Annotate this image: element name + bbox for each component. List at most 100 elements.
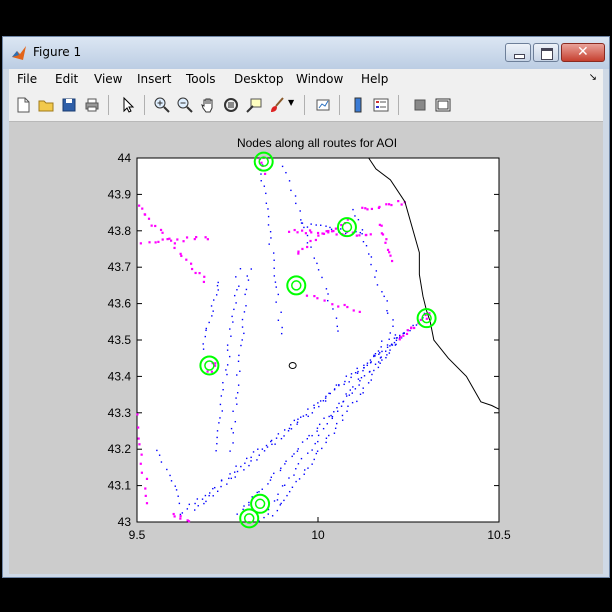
scatter-point xyxy=(325,437,328,439)
data-cursor-icon[interactable] xyxy=(245,96,263,114)
title-bar[interactable]: Figure 1 ✕ xyxy=(3,37,609,69)
menu-view[interactable]: View xyxy=(94,72,123,86)
highlight-circle-inner xyxy=(254,498,266,510)
colorbar-icon[interactable] xyxy=(349,96,367,114)
scatter-point xyxy=(279,469,282,472)
scatter-point xyxy=(273,259,275,261)
show-plot-tools-icon[interactable] xyxy=(434,96,452,114)
scatter-point xyxy=(233,471,236,473)
menu-window[interactable]: Window xyxy=(296,72,344,86)
rotate-3d-icon[interactable] xyxy=(222,96,240,114)
scatter-point xyxy=(212,487,214,490)
scatter-point xyxy=(301,222,304,224)
print-icon[interactable] xyxy=(83,96,101,114)
scatter-point xyxy=(269,231,272,233)
new-file-icon[interactable] xyxy=(14,96,32,114)
pointer-icon[interactable] xyxy=(119,96,137,114)
scatter-point xyxy=(267,215,270,218)
scatter-point xyxy=(275,286,277,288)
scatter-point xyxy=(368,371,371,373)
scatter-point xyxy=(293,419,296,422)
scatter-point xyxy=(257,448,259,450)
link-plot-icon[interactable] xyxy=(314,96,332,114)
scatter-point xyxy=(306,242,309,244)
matlab-icon xyxy=(12,46,26,60)
scatter-point xyxy=(302,415,305,417)
scatter-point xyxy=(214,486,216,489)
maximize-button[interactable] xyxy=(533,43,559,62)
scatter-point xyxy=(356,372,359,374)
brush-icon[interactable] xyxy=(268,96,286,114)
scatter-point xyxy=(258,520,260,522)
scatter-point xyxy=(234,476,236,478)
highlight-circle xyxy=(250,493,271,514)
scatter-plot[interactable]: Nodes along all routes for AOI 43 43.1 43.… xyxy=(9,122,603,574)
menu-tools[interactable]: Tools xyxy=(186,72,216,86)
scatter-point xyxy=(340,223,343,227)
scatter-point xyxy=(361,229,364,231)
scatter-point xyxy=(350,373,353,375)
scatter-point xyxy=(345,375,348,377)
save-icon[interactable] xyxy=(60,96,78,114)
scatter-point xyxy=(173,515,176,518)
legend-icon[interactable] xyxy=(372,96,390,114)
menu-insert[interactable]: Insert xyxy=(137,72,172,86)
scatter-point xyxy=(333,411,335,413)
hide-plot-tools-icon[interactable] xyxy=(411,96,429,114)
scatter-point xyxy=(345,232,347,235)
scatter-point xyxy=(381,350,383,353)
scatter-point xyxy=(241,318,244,321)
scatter-point xyxy=(190,267,194,271)
menu-desktop[interactable]: Desktop xyxy=(234,72,284,86)
scatter-point xyxy=(388,251,391,254)
menu-edit[interactable]: Edit xyxy=(55,72,79,86)
highlight-circle xyxy=(253,151,274,172)
scatter-point xyxy=(216,442,218,445)
scatter-point xyxy=(296,450,299,452)
scatter-point xyxy=(215,450,217,452)
scatter-point xyxy=(279,504,281,506)
y-tick-label: 43.7 xyxy=(108,260,132,274)
scatter-point xyxy=(230,477,232,480)
scatter-point xyxy=(177,495,179,497)
scatter-point xyxy=(225,369,227,371)
scatter-point xyxy=(138,204,141,207)
scatter-point xyxy=(370,361,372,363)
dock-arrow-icon[interactable]: ↘ xyxy=(588,72,597,83)
scatter-point xyxy=(327,231,330,234)
scatter-point xyxy=(206,370,209,373)
pan-hand-icon[interactable] xyxy=(199,96,217,114)
scatter-point xyxy=(358,234,361,237)
scatter-point xyxy=(226,344,229,346)
scatter-point xyxy=(186,519,189,522)
open-folder-icon[interactable] xyxy=(37,96,55,114)
scatter-point xyxy=(230,335,232,337)
scatter-point xyxy=(186,508,189,510)
scatter-point xyxy=(228,477,230,480)
minimize-button[interactable] xyxy=(505,43,531,62)
scatter-point xyxy=(288,477,290,479)
x-tick-label: 10 xyxy=(311,528,325,542)
scatter-point xyxy=(311,412,314,414)
menu-help[interactable]: Help xyxy=(361,72,389,86)
scatter-point xyxy=(309,239,312,243)
scatter-point xyxy=(263,516,265,519)
scatter-point xyxy=(362,387,364,389)
zoom-in-icon[interactable] xyxy=(153,96,171,114)
scatter-point xyxy=(346,305,349,309)
brush-dropdown-icon[interactable]: ▼ xyxy=(288,98,295,107)
scatter-point xyxy=(263,185,266,187)
scatter-point xyxy=(425,317,428,320)
zoom-out-icon[interactable] xyxy=(176,96,194,114)
scatter-point xyxy=(229,450,231,452)
scatter-point xyxy=(304,232,308,235)
scatter-point xyxy=(232,410,234,412)
scatter-point xyxy=(260,173,262,175)
y-tick-label: 43.2 xyxy=(108,442,132,456)
close-button[interactable]: ✕ xyxy=(561,43,605,62)
scatter-point xyxy=(179,517,182,520)
menu-file[interactable]: File xyxy=(17,72,38,86)
scatter-point xyxy=(345,393,347,395)
scatter-point xyxy=(301,441,304,443)
scatter-point xyxy=(349,389,351,391)
